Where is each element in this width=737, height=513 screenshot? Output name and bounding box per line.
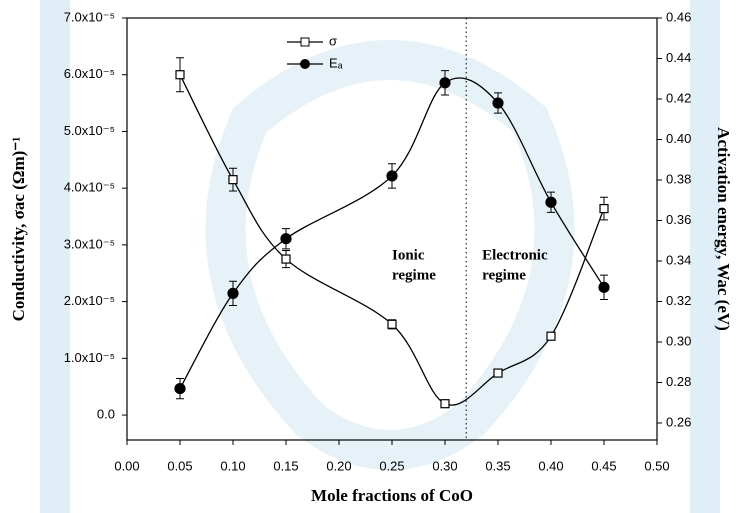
marker — [227, 287, 239, 299]
y-tick-label: 6.0x10⁻⁵ — [64, 66, 115, 81]
x-tick-label: 0.45 — [591, 458, 616, 473]
y2-tick-label: 0.32 — [666, 293, 691, 308]
y2-tick-label: 0.46 — [666, 9, 691, 24]
marker — [545, 196, 557, 208]
marker — [439, 77, 451, 89]
y2-tick-label: 0.42 — [666, 90, 691, 105]
marker — [228, 175, 238, 185]
watermark — [205, 40, 575, 470]
legend-marker — [300, 37, 310, 47]
legend-label: Eₐ — [329, 55, 343, 70]
y2-tick-label: 0.28 — [666, 374, 691, 389]
marker — [598, 281, 610, 293]
x-tick-label: 0.25 — [379, 458, 404, 473]
x-tick-label: 0.00 — [114, 458, 139, 473]
marker — [174, 382, 186, 395]
legend-marker — [300, 59, 310, 69]
annotation: Ionic — [392, 248, 425, 264]
y-tick-label: 4.0x10⁻⁵ — [64, 180, 115, 195]
x-tick-label: 0.05 — [167, 458, 192, 473]
x-tick-label: 0.30 — [432, 458, 457, 473]
series-line — [179, 77, 605, 389]
marker — [546, 331, 556, 341]
y-tick-label: 0.0 — [97, 406, 115, 421]
y2-tick-label: 0.34 — [666, 252, 691, 267]
legend-label: σ — [329, 33, 337, 48]
x-tick-label: 0.15 — [273, 458, 298, 473]
x-tick-label: 0.20 — [326, 458, 351, 473]
x-tick-label: 0.40 — [538, 458, 563, 473]
y2-tick-label: 0.38 — [666, 171, 691, 186]
y-axis-title: Conductivity, σac (Ωm)⁻¹ — [9, 137, 28, 322]
marker — [599, 203, 609, 214]
y-tick-label: 2.0x10⁻⁵ — [64, 293, 115, 308]
y-tick-label: 3.0x10⁻⁵ — [64, 236, 115, 251]
annotation: Electronic — [482, 248, 548, 264]
marker — [281, 254, 291, 264]
y2-tick-label: 0.26 — [666, 414, 691, 429]
y2-tick-label: 0.44 — [666, 50, 691, 65]
y2-tick-label: 0.40 — [666, 131, 691, 146]
marker — [386, 170, 398, 182]
marker — [493, 368, 503, 378]
marker — [440, 399, 450, 409]
y-tick-label: 7.0x10⁻⁵ — [64, 9, 115, 24]
y2-tick-label: 0.30 — [666, 333, 691, 348]
y-tick-label: 5.0x10⁻⁵ — [64, 123, 115, 138]
y-tick-label: 1.0x10⁻⁵ — [64, 350, 115, 365]
x-axis-title: Mole fractions of CoO — [311, 486, 473, 505]
y2-axis-title: Activation energy, Wac (eV) — [714, 127, 733, 331]
marker — [175, 70, 185, 80]
x-tick-label: 0.50 — [644, 458, 669, 473]
y2-tick-label: 0.36 — [666, 212, 691, 227]
x-tick-label: 0.10 — [220, 458, 245, 473]
x-tick-label: 0.35 — [485, 458, 510, 473]
annotation: regime — [482, 268, 526, 284]
marker — [492, 97, 504, 109]
annotation: regime — [392, 268, 436, 284]
marker — [280, 233, 292, 245]
marker — [387, 319, 397, 329]
